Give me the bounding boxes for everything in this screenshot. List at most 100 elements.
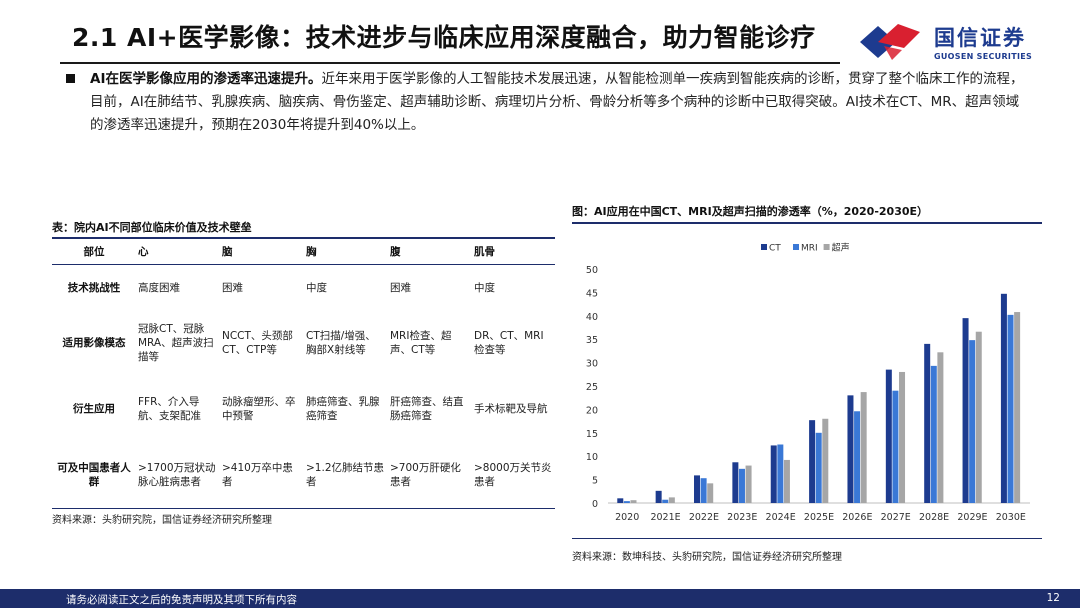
y-tick-label: 15 <box>586 429 598 440</box>
x-tick-label: 2028E <box>919 512 949 523</box>
bar-超声-2030E <box>1014 312 1021 503</box>
title-divider <box>60 62 840 64</box>
table-cell: FFR、介入导航、支架配准 <box>138 396 201 422</box>
bar-超声-2023E <box>745 465 752 503</box>
y-tick-label: 40 <box>586 312 598 323</box>
bar-超声-2026E <box>860 392 867 503</box>
logo-name-en: GUOSEN SECURITIES <box>934 52 1033 61</box>
intro-body: 近年来用于医学影像的人工智能技术发展迅速，从智能检测单一疾病到智能疾病的诊断，贯… <box>90 71 1024 133</box>
x-tick-label: 2030E <box>996 512 1026 523</box>
bar-MRI-2029E <box>969 340 976 503</box>
y-tick-label: 35 <box>586 335 598 346</box>
row-label: 可及中国患者人群 <box>57 462 131 488</box>
table-cell: MRI检查、超声、CT等 <box>390 330 452 356</box>
table-header-row: 部位 心 脑 胸 腹 肌骨 <box>52 240 555 264</box>
table-row: 技术挑战性 高度困难 困难 中度 困难 中度 <box>52 265 555 310</box>
intro-paragraph: AI在医学影像应用的渗透率迅速提升。近年来用于医学影像的人工智能技术发展迅速，从… <box>90 68 1026 137</box>
x-tick-label: 2021E <box>650 512 680 523</box>
x-tick-label: 2020 <box>615 512 639 523</box>
bar-CT-2028E <box>924 343 931 503</box>
table-row: 可及中国患者人群 >1700万冠状动脉心脏病患者 >410万卒中患者 >1.2亿… <box>52 442 555 508</box>
table-header-cell: 胸 <box>306 246 317 258</box>
table-cell: CT扫描/增强、胸部X射线等 <box>306 330 376 356</box>
bar-超声-2021E <box>668 497 675 503</box>
bar-CT-2026E <box>847 395 854 503</box>
bar-MRI-2022E <box>700 478 707 503</box>
table-cell: >700万肝硬化患者 <box>390 462 461 488</box>
bar-超声-2029E <box>975 331 982 503</box>
bar-CT-2030E <box>1000 293 1007 503</box>
table-cell: 困难 <box>222 281 243 294</box>
y-tick-label: 0 <box>592 499 598 510</box>
row-label: 适用影像模态 <box>62 337 126 349</box>
bar-MRI-2021E <box>662 499 669 503</box>
bar-MRI-2023E <box>738 468 745 503</box>
footer-bar <box>0 589 1080 608</box>
bar-超声-2027E <box>899 371 906 503</box>
y-tick-label: 45 <box>586 288 598 299</box>
table-cell: >410万卒中患者 <box>222 462 293 488</box>
bar-CT-2025E <box>809 420 816 503</box>
legend-label-MRI: MRI <box>801 244 818 254</box>
y-tick-label: 10 <box>586 452 598 463</box>
bar-MRI-2030E <box>1007 314 1014 503</box>
table-bottom-rule <box>52 508 555 509</box>
guosen-logo-icon <box>860 24 920 60</box>
bar-超声-2025E <box>822 418 829 503</box>
bar-超声-2024E <box>783 459 790 503</box>
bar-CT-2021E <box>655 490 662 503</box>
table-cell: 动脉瘤塑形、卒中预警 <box>222 396 296 422</box>
table-header-cell: 心 <box>138 246 149 258</box>
chart-title: 图：AI应用在中国CT、MRI及超声扫描的渗透率（%，2020-2030E） <box>572 205 929 218</box>
table-cell: NCCT、头颈部CT、CTP等 <box>222 330 293 356</box>
bar-CT-2029E <box>962 318 969 503</box>
table-cell: >8000万关节炎患者 <box>474 462 552 488</box>
x-tick-label: 2024E <box>766 512 796 523</box>
legend-swatch-超声 <box>823 244 830 250</box>
table-cell: 冠脉CT、冠脉MRA、超声波扫描等 <box>138 323 214 363</box>
table-cell: >1.2亿肺结节患者 <box>306 462 384 488</box>
bar-超声-2022E <box>707 483 714 503</box>
table-header-cell: 腹 <box>390 246 401 258</box>
clinical-value-table: 部位 心 脑 胸 腹 肌骨 技术挑战性 高度困难 困难 中度 困难 中度 适用影… <box>52 240 555 508</box>
bar-超声-2020 <box>630 500 637 503</box>
bar-CT-2027E <box>885 369 892 503</box>
x-tick-label: 2022E <box>689 512 719 523</box>
y-tick-label: 20 <box>586 405 598 416</box>
table-cell: >1700万冠状动脉心脏病患者 <box>138 462 216 488</box>
table-header-cell: 部位 <box>83 246 105 258</box>
page-number: 12 <box>1046 592 1060 604</box>
table-cell: 困难 <box>390 281 411 294</box>
bar-CT-2023E <box>732 462 739 503</box>
table-cell: 中度 <box>306 281 327 294</box>
bar-MRI-2024E <box>777 444 784 503</box>
bar-CT-2024E <box>770 445 777 503</box>
table-cell: 肝癌筛查、结直肠癌筛查 <box>390 396 464 422</box>
x-tick-label: 2029E <box>957 512 987 523</box>
table-cell: 肺癌筛查、乳腺癌筛查 <box>306 396 380 422</box>
penetration-bar-chart: 0 5 10 15 20 25 30 35 40 45 50 2020 2021E 2022E 2023E 2… <box>586 242 1030 523</box>
table-row: 适用影像模态 冠脉CT、冠脉MRA、超声波扫描等 NCCT、头颈部CT、CTP等… <box>52 310 555 376</box>
bar-MRI-2028E <box>930 365 937 503</box>
bar-MRI-2025E <box>815 432 822 503</box>
x-tick-label: 2025E <box>804 512 834 523</box>
chart-top-rule <box>572 222 1042 224</box>
footer-disclaimer: 请务必阅读正文之后的免责声明及其项下所有内容 <box>66 594 297 606</box>
table-row: 衍生应用 FFR、介入导航、支架配准 动脉瘤塑形、卒中预警 肺癌筛查、乳腺癌筛查… <box>52 376 555 442</box>
y-tick-label: 25 <box>586 382 598 393</box>
y-tick-label: 5 <box>592 476 598 487</box>
intro-lead: AI在医学影像应用的渗透率迅速提升。 <box>90 71 322 87</box>
table-cell: 手术标靶及导航 <box>474 403 548 415</box>
table-cell: 中度 <box>474 281 495 294</box>
table-header-cell: 肌骨 <box>474 246 495 258</box>
page-title: 2.1 AI+医学影像：技术进步与临床应用深度融合，助力智能诊疗 <box>72 23 816 52</box>
row-label: 技术挑战性 <box>67 281 121 294</box>
bar-CT-2020 <box>617 498 624 503</box>
table-top-rule <box>52 237 555 239</box>
logo-name-cn: 国信证券 <box>934 26 1026 50</box>
table-header-rule <box>52 264 555 265</box>
table-title: 表：院内AI不同部位临床价值及技术壁垒 <box>52 221 252 234</box>
table-cell: 高度困难 <box>138 281 180 294</box>
x-tick-label: 2023E <box>727 512 757 523</box>
x-tick-label: 2026E <box>842 512 872 523</box>
